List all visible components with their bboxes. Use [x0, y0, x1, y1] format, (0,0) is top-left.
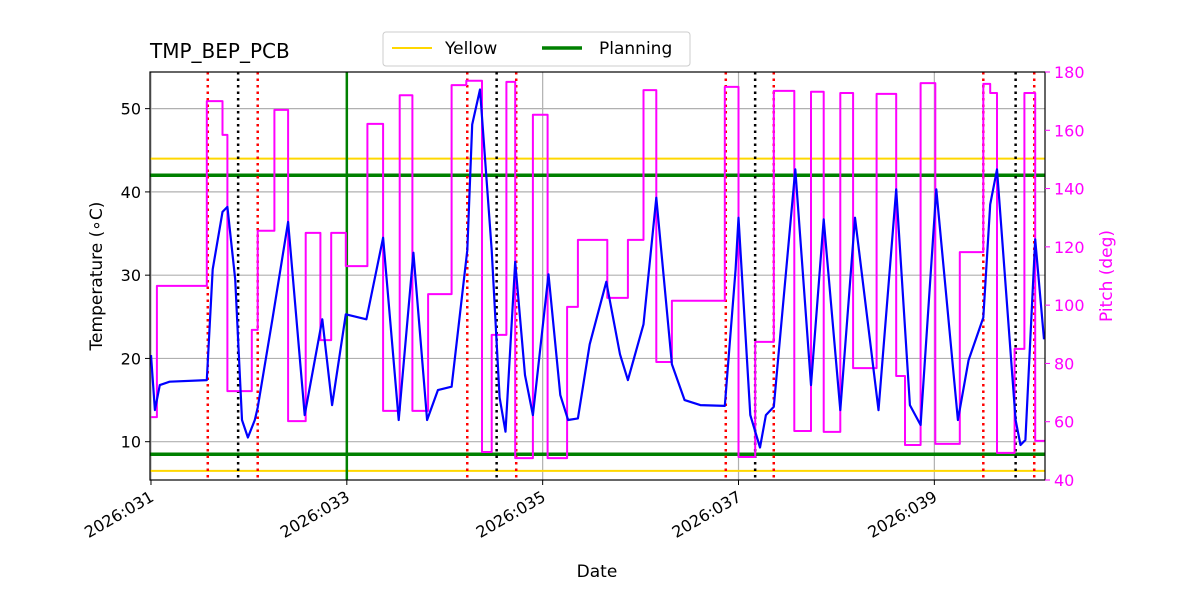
y2-axis-label: Pitch (deg)	[1097, 230, 1117, 322]
legend: Yellow Planning	[382, 31, 691, 67]
limit-lines	[150, 72, 1045, 480]
x-tick-label: 2026:035	[473, 487, 549, 542]
y2-tick-label: 80	[1054, 354, 1074, 373]
chart-title: TMP_BEP_PCB	[149, 39, 290, 63]
y-axis-label: Temperature (∘C)	[87, 202, 107, 352]
x-axis-label: Date	[577, 562, 618, 582]
y2-tick-label: 60	[1054, 413, 1074, 432]
y-tick-label: 20	[121, 349, 141, 368]
grid	[150, 72, 1045, 480]
y-tick-label: 40	[121, 183, 141, 202]
y2-tick-label: 180	[1054, 63, 1085, 82]
y2-tick-label: 160	[1054, 121, 1085, 140]
y-tick-label: 50	[121, 100, 141, 119]
y2-tick-label: 120	[1054, 238, 1085, 257]
y2-tick-label: 40	[1054, 471, 1074, 490]
y-tick-label: 30	[121, 266, 141, 285]
x-tick-label: 2026:039	[864, 487, 940, 542]
legend-label-yellow: Yellow	[444, 39, 497, 59]
y-axis-right: 40 60 80 100 120 140 160 180	[1045, 63, 1085, 490]
pitch-series-line	[151, 79, 1045, 460]
temperature-series-line	[149, 88, 1046, 449]
plot-series	[149, 79, 1046, 460]
y2-tick-label: 140	[1054, 180, 1085, 199]
x-tick-label: 2026:031	[81, 487, 157, 542]
plot-frame	[149, 71, 1046, 481]
y2-tick-label: 100	[1054, 296, 1085, 315]
x-axis: 2026:031 2026:033 2026:035 2026:037 2026:039	[81, 480, 940, 542]
y-axis-left: 10 20 30 40 50	[121, 100, 150, 452]
x-tick-label: 2026:037	[669, 487, 745, 542]
x-tick-label: 2026:033	[277, 487, 353, 542]
legend-label-planning: Planning	[599, 39, 672, 59]
y-tick-label: 10	[121, 433, 141, 452]
